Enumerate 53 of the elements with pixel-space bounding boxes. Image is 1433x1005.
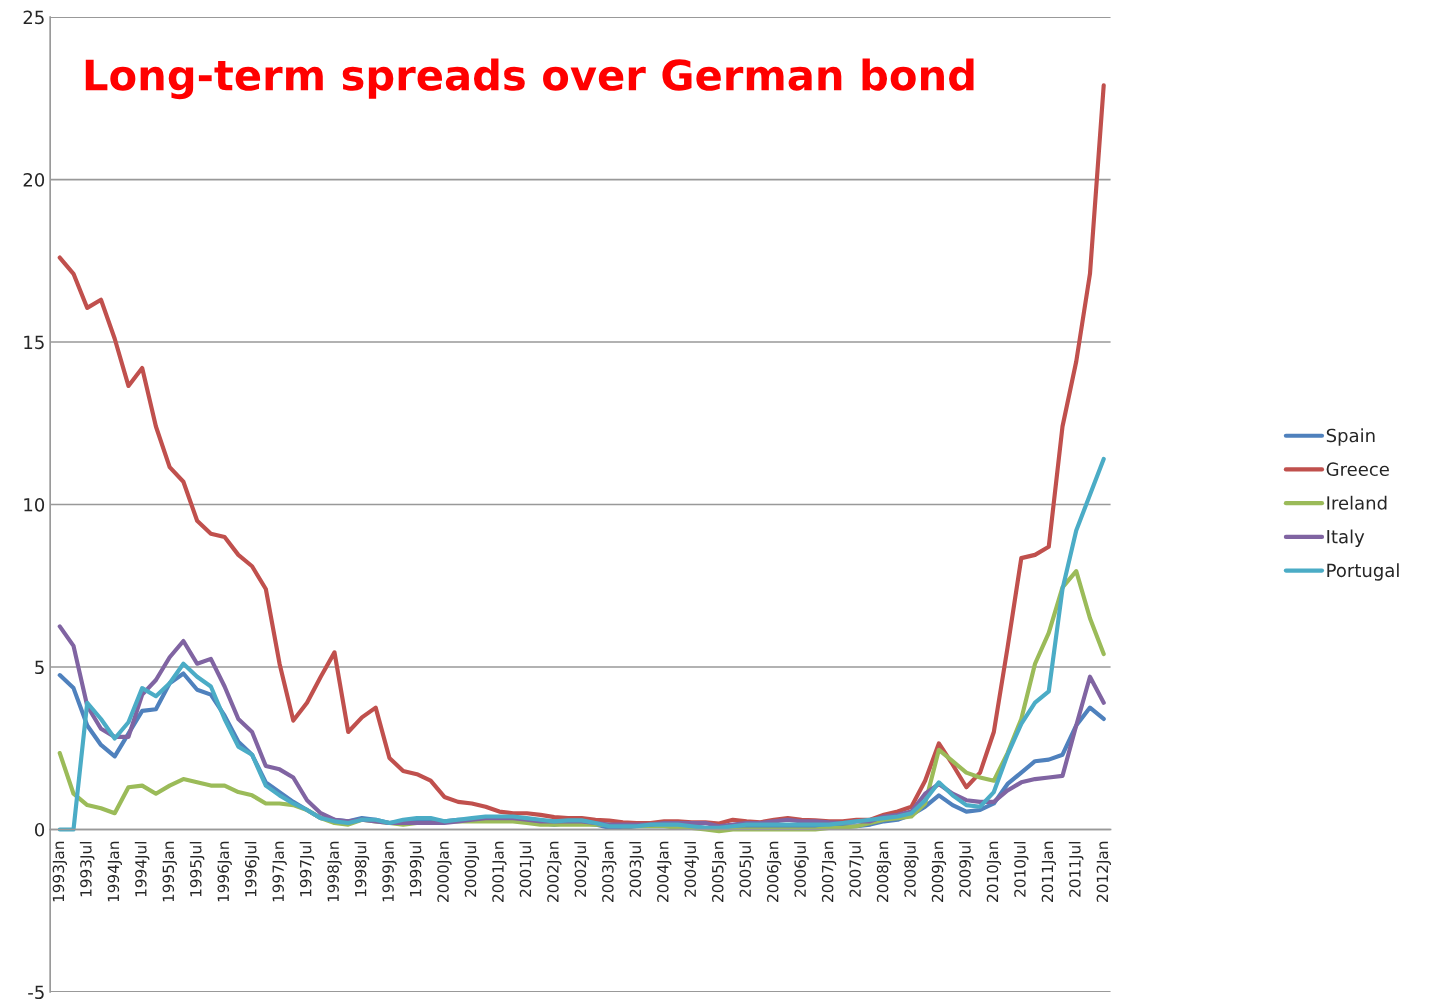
x-tick-label: 1994Jan <box>107 841 122 902</box>
x-tick-label: 2010Jul <box>1013 842 1029 897</box>
y-tick-label: 0 <box>35 822 45 837</box>
x-tick-label: 2007Jan <box>821 841 837 902</box>
legend-label: Ireland <box>1327 495 1387 510</box>
line-series <box>57 456 1106 832</box>
x-tick-label: 2003Jan <box>602 841 617 902</box>
x-tick-label: 1993Jan <box>52 841 68 902</box>
legend-label: Portugal <box>1327 563 1399 581</box>
x-tick-label: 1999Jan <box>382 841 397 902</box>
y-tick-label: 5 <box>35 660 44 675</box>
x-tick-label: 2001Jul <box>519 842 535 897</box>
x-tick-label: 2011Jan <box>1041 841 1057 902</box>
x-tick-label: 2008Jan <box>876 841 892 902</box>
x-tick-label: 2000Jan <box>437 841 452 902</box>
legend-label: Italy <box>1327 529 1365 547</box>
x-tick-label: 1995Jan <box>162 841 177 902</box>
x-tick-label: 2005Jul <box>739 842 754 897</box>
y-tick-label: -5 <box>28 985 44 1000</box>
y-tick-label: 10 <box>24 497 45 512</box>
x-tick-label: 2008Jul <box>904 842 919 897</box>
x-tick-label: 2009Jul <box>958 842 974 897</box>
x-tick-label: 2010Jan <box>986 841 1002 902</box>
y-tick-label: 15 <box>24 335 44 350</box>
x-tick-label: 2002Jul <box>574 842 590 897</box>
y-tick-label: 25 <box>23 10 44 25</box>
x-tick-label: 2001Jan <box>492 841 507 902</box>
x-tick-label: 2012Jan <box>1096 841 1111 902</box>
x-tick-label: 1995Jul <box>189 842 205 897</box>
x-tick-label: 2004Jan <box>657 841 672 902</box>
x-tick-label: 1996Jan <box>217 841 232 902</box>
x-tick-label: 1997Jul <box>299 842 315 897</box>
x-tick-label: 1993Jul <box>79 842 95 897</box>
legend-label: Spain <box>1326 428 1375 446</box>
x-tick-label: 1994Jul <box>134 842 150 897</box>
x-tick-label: 2003Jul <box>629 842 644 897</box>
x-tick-label: 2000Jul <box>464 842 480 897</box>
x-tick-label: 2009Jan <box>931 841 947 902</box>
text: Long-term spreads over German bond <box>85 58 974 100</box>
x-tick-label: 1998Jul <box>354 842 370 897</box>
x-tick-label: 2004Jul <box>684 842 699 897</box>
x-tick-label: 1996Jul <box>244 842 260 897</box>
x-tick-label: 1997Jan <box>272 841 287 902</box>
y-tick-label: 20 <box>23 173 45 187</box>
x-tick-label: 2006Jul <box>794 842 809 897</box>
legend-label: Greece <box>1326 462 1389 477</box>
x-tick-label: 2007Jul <box>849 842 864 897</box>
x-tick-label: 2002Jan <box>547 841 562 902</box>
x-tick-label: 1998Jan <box>327 841 342 902</box>
x-tick-label: 2011Jul <box>1068 842 1084 897</box>
x-tick-label: 1999Jul <box>409 842 425 897</box>
x-tick-label: 2005Jan <box>711 841 727 902</box>
x-tick-label: 2006Jan <box>766 841 782 902</box>
